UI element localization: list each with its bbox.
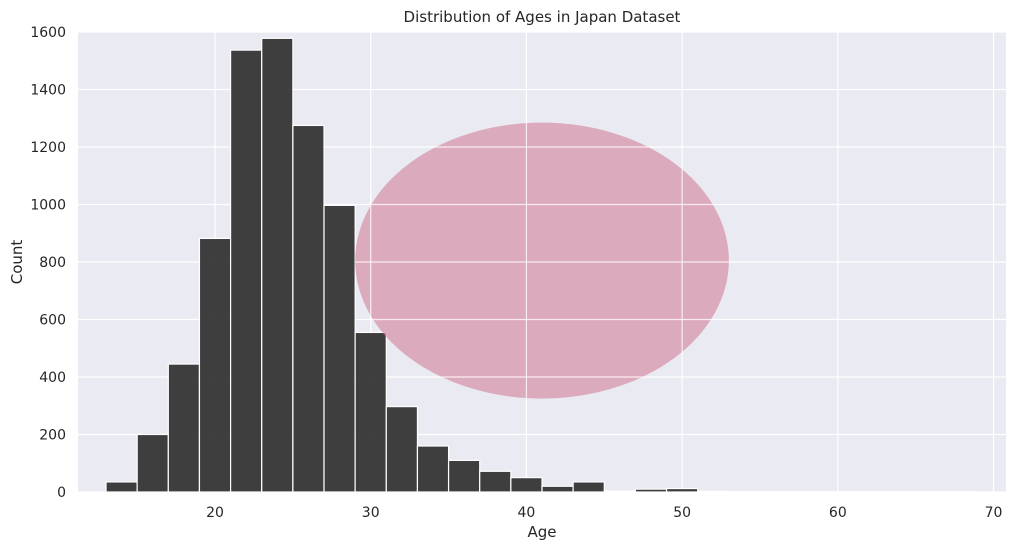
histogram-bar (323, 204, 356, 493)
histogram-bar (198, 237, 232, 493)
x-tick-label: 20 (206, 505, 224, 521)
y-axis-ticks: 0 200 400 600 800 1000 1200 1400 1600 (30, 25, 66, 501)
histogram-bar (572, 481, 605, 493)
y-tick-label: 1400 (30, 83, 66, 99)
y-axis-label: Count (8, 240, 26, 285)
histogram-bar (416, 445, 450, 493)
histogram-bar (697, 490, 730, 493)
histogram-bar (634, 488, 668, 493)
histogram-bar (261, 37, 294, 493)
x-tick-label: 40 (518, 505, 536, 521)
y-tick-label: 1200 (30, 140, 66, 156)
x-tick-label: 50 (673, 505, 691, 521)
histogram-bar (603, 490, 637, 493)
histogram-bar (665, 487, 699, 493)
histogram-bar (105, 481, 138, 493)
y-tick-label: 400 (39, 370, 66, 386)
y-tick-label: 200 (39, 428, 66, 444)
histogram-bars (105, 37, 979, 493)
chart-title: Distribution of Ages in Japan Dataset (404, 8, 681, 26)
x-tick-label: 70 (985, 505, 1003, 521)
histogram-bar (292, 124, 325, 493)
histogram-bar (510, 477, 543, 493)
overlay-layer (355, 122, 729, 399)
y-tick-label: 600 (39, 313, 66, 329)
histogram-bar (479, 470, 512, 493)
overlay-ellipse (355, 122, 729, 399)
histogram-bar (354, 331, 387, 493)
y-tick-label: 800 (39, 255, 66, 271)
y-tick-label: 0 (57, 485, 66, 501)
y-tick-label: 1000 (30, 198, 66, 214)
histogram-bar (541, 485, 574, 493)
histogram-bar (167, 363, 201, 493)
histogram-bar (447, 459, 481, 493)
x-axis-label: Age (527, 523, 556, 541)
y-tick-label: 1600 (30, 25, 66, 41)
histogram-bar (136, 433, 169, 493)
x-axis-ticks: 20 30 40 50 60 70 (206, 505, 1002, 521)
histogram-bar (229, 49, 263, 493)
x-tick-label: 60 (829, 505, 847, 521)
x-tick-label: 30 (362, 505, 380, 521)
histogram-bar (385, 406, 419, 493)
